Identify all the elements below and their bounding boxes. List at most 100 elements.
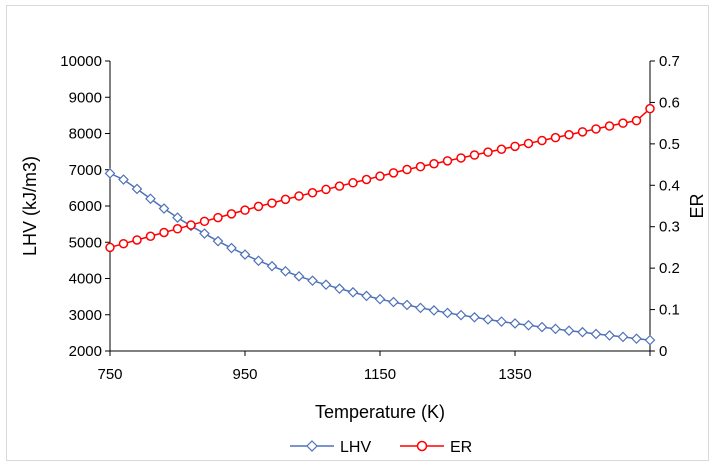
lhv-point [415,302,426,314]
lhv-point [307,275,318,287]
er-point [321,184,331,195]
er-point [388,168,399,178]
lhv-point [644,334,656,346]
er-point [172,224,183,234]
er-point [199,216,210,227]
er-point [375,171,385,181]
lhv-point [158,203,170,214]
legend-label-er: ER [450,439,472,456]
lhv-point [509,318,521,329]
er-point [510,141,520,152]
legend: LHV ER [290,439,472,456]
lhv-point [469,311,480,323]
plot-area: 2000 3000 4000 5000 6000 7000 8000 9000 10000 0 0.… [60,53,680,383]
er-point [402,164,412,175]
lhv-point [536,321,548,333]
y-tick-label: 2000 [69,343,102,360]
er-point [253,201,264,212]
y-tick-label: 8000 [69,126,102,143]
er-point [631,115,642,126]
y-tick-label: 6000 [69,198,102,215]
series-line-lhv [109,172,651,341]
lhv-point [199,228,210,239]
er-point [213,212,223,223]
lhv-point [523,319,534,331]
y-tick-label: 5000 [69,234,102,251]
er-point [334,181,345,191]
lhv-point [631,333,642,345]
lhv-point [239,249,251,260]
er-point [537,135,547,146]
er-point [483,147,493,157]
y2-tick-label: 0.6 [659,94,680,111]
lhv-point [577,326,588,338]
legend-marker-er [416,440,428,452]
x-tick-label: 1150 [364,366,396,383]
y-tick-label: 3000 [69,307,102,324]
y-axis-title: LHV (kJ/m3) [20,156,40,256]
y2-tick-label: 0.2 [659,260,680,277]
chart-frame [6,5,709,461]
er-point [294,191,304,201]
er-point [348,178,358,188]
legend-label-lhv: LHV [340,439,371,456]
lhv-point [388,296,399,308]
er-point [564,129,574,140]
er-point [469,150,480,160]
lhv-point [374,293,386,305]
lhv-point [550,323,561,335]
lhv-point [253,255,264,267]
er-point [118,238,129,249]
er-point [307,187,318,198]
lhv-point [442,307,453,319]
y-tick-label: 7000 [69,162,102,179]
y2-axis-title: ER [687,193,707,218]
er-point [523,138,534,149]
er-point [496,144,507,154]
er-point [280,194,291,205]
lhv-point [145,193,156,205]
y2-tick-label: 0.7 [659,53,680,70]
er-point [577,127,588,137]
er-point [186,220,196,230]
er-point [240,205,250,215]
er-point [429,158,439,169]
lhv-point [361,290,372,302]
y2-tick-label: 0 [659,343,667,360]
er-point [604,121,615,131]
er-point [361,174,372,185]
lhv-point [293,270,305,282]
lhv-point [455,309,467,321]
lhv-point [334,283,345,294]
er-point [132,235,142,245]
legend-marker-lhv [306,440,318,452]
x-axis-title: Temperature (K) [315,402,445,422]
x-tick-label: 1350 [498,366,531,383]
er-point [159,227,169,238]
y-tick-label: 4000 [69,271,102,288]
lhv-point [604,330,615,341]
lhv-point [212,235,224,247]
er-point [145,231,156,241]
lhv-point [428,305,440,316]
lhv-point [226,242,237,254]
lhv-point [280,265,291,277]
er-point [550,132,561,143]
x-tick-label: 950 [232,366,257,383]
lhv-point [347,286,359,298]
er-point [456,153,466,163]
er-point [415,161,426,172]
lhv-point [563,325,575,337]
lhv-point [401,299,413,311]
lhv-point [104,168,116,179]
lhv-point [617,331,629,343]
lhv-point [482,314,494,325]
er-point [618,118,628,128]
er-point [267,198,277,208]
er-point [226,209,237,219]
y-tick-label: 10000 [60,53,102,70]
lhv-point [118,174,129,185]
y2-tick-label: 0.3 [659,219,680,236]
lhv-point [131,183,143,195]
